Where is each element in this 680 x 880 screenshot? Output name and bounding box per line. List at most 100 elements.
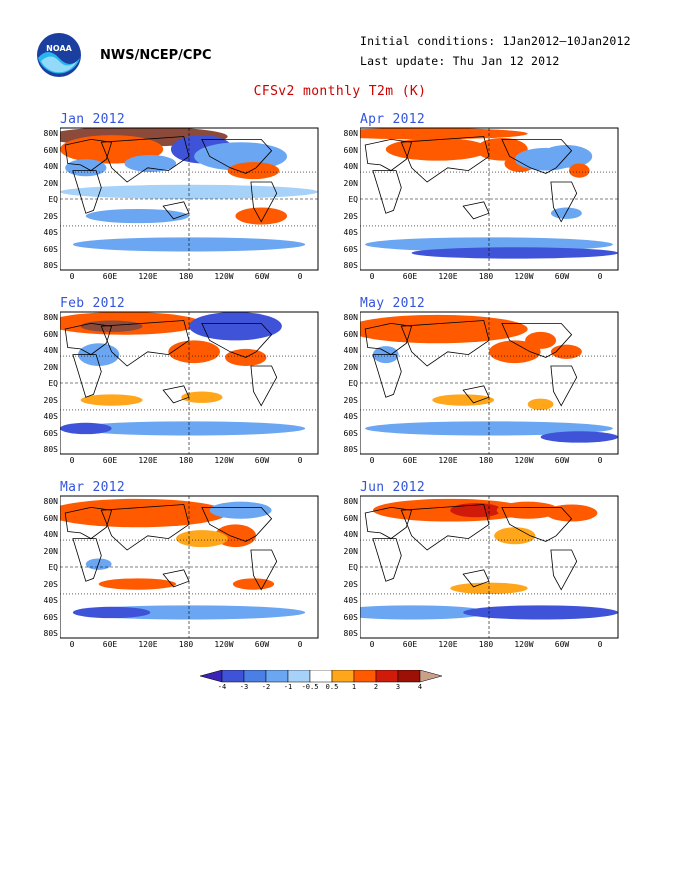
colorbar-label: 4 <box>417 683 423 691</box>
lon-tick-label: 60W <box>554 640 570 649</box>
lat-tick-label: 40S <box>43 412 58 421</box>
lon-tick-label: 60E <box>402 456 418 465</box>
lon-tick-label: 0 <box>369 640 375 649</box>
colorbar-swatch <box>397 670 421 683</box>
coastline <box>201 323 273 358</box>
lat-tick-label: 40N <box>43 162 58 171</box>
last-update: Last update: Thu Jan 12 2012 <box>360 54 560 68</box>
lon-tick-label: 60E <box>102 456 118 465</box>
coastline <box>364 506 413 540</box>
lat-tick-label: 60N <box>343 513 358 523</box>
lon-tick-label: 0 <box>369 272 375 281</box>
lat-tick-label: EQ <box>348 195 358 204</box>
lat-tick-label: 80S <box>343 261 358 270</box>
anomaly-region <box>124 154 177 173</box>
coastline <box>250 365 278 407</box>
anomaly-region <box>60 422 112 435</box>
panel-jun: Jun 2012 80N 60N 40N 20N EQ 20S 40S 60S 80S 0 60E 1… <box>344 480 640 650</box>
colorbar <box>200 670 443 683</box>
coastline <box>501 323 573 358</box>
anomaly-region <box>463 605 618 620</box>
lat-tick-label: 20N <box>343 362 358 372</box>
coastline <box>201 507 273 542</box>
lat-tick-label: EQ <box>48 379 58 388</box>
anomaly-region <box>411 247 618 259</box>
lat-tick-label: EQ <box>48 563 58 572</box>
lon-tick-label: 0 <box>69 456 75 465</box>
anomaly-region <box>235 207 288 225</box>
colorbar-swatch <box>221 670 245 683</box>
lat-tick-label: 60N <box>343 145 358 155</box>
lon-tick-label: 120E <box>138 640 158 649</box>
lon-tick-label: 60W <box>554 456 570 465</box>
anomaly-region <box>385 137 489 161</box>
lat-tick-label: 60S <box>343 612 358 622</box>
lat-tick-label: 80N <box>343 497 358 506</box>
panel-mar: Mar 2012 80N 60N 40N 20N EQ 20S 40S 60S 80S 0 60E 1… <box>44 480 340 650</box>
anomaly-region <box>525 331 557 349</box>
panel-title: May 2012 <box>360 296 426 311</box>
colorbar-label: -0.5 <box>301 683 319 691</box>
anomaly-region <box>360 314 528 344</box>
anomaly-region <box>227 162 280 180</box>
anomaly-region <box>209 501 272 519</box>
coastline <box>550 549 578 591</box>
lat-tick-label: 40N <box>343 346 358 355</box>
lon-tick-label: 60W <box>254 272 270 281</box>
anomaly-region <box>489 340 541 364</box>
lat-tick-label: 80S <box>343 629 358 638</box>
map-plot <box>360 495 619 639</box>
lat-tick-label: 40S <box>43 596 58 605</box>
coastline <box>64 138 113 172</box>
lat-tick-label: 40N <box>343 530 358 539</box>
lat-tick-label: 60N <box>343 329 358 339</box>
colorbar-swatch <box>287 670 311 683</box>
colorbar-swatch <box>375 670 399 683</box>
figure-title: CFSv2 monthly T2m (K) <box>253 84 427 99</box>
coastline <box>364 322 413 356</box>
coastline <box>364 138 413 172</box>
map-plot <box>60 311 319 455</box>
coastline <box>372 538 402 582</box>
lon-tick-label: 120W <box>514 456 534 465</box>
anomaly-region <box>494 527 536 545</box>
lon-tick-label: 0 <box>597 640 603 649</box>
anomaly-region <box>85 208 189 224</box>
panel-title: Mar 2012 <box>60 480 126 495</box>
colorbar-swatch <box>200 670 223 683</box>
colorbar-swatch <box>243 670 267 683</box>
colorbar-label: -2 <box>261 683 271 691</box>
coastline <box>400 320 490 367</box>
panel-may: May 2012 80N 60N 40N 20N EQ 20S 40S 60S 80S 0 60E 1… <box>344 296 640 466</box>
lat-tick-label: 60S <box>343 428 358 438</box>
colorbar-swatch <box>353 670 377 683</box>
lat-tick-label: 40N <box>43 346 58 355</box>
lon-tick-label: 0 <box>597 272 603 281</box>
coastline <box>550 181 578 223</box>
anomaly-region <box>550 207 582 219</box>
map-frame <box>60 311 319 455</box>
lon-tick-label: 180 <box>178 456 194 465</box>
org-name: NWS/NCEP/CPC <box>100 48 212 63</box>
lon-tick-label: 120W <box>514 272 534 281</box>
anomaly-region <box>189 312 282 341</box>
lat-tick-label: 40S <box>43 228 58 237</box>
anomaly-region <box>232 578 275 590</box>
lat-tick-label: 40N <box>343 162 358 171</box>
map-frame <box>360 127 619 271</box>
panel-title: Apr 2012 <box>360 112 426 127</box>
map-plot <box>60 127 319 271</box>
lon-tick-label: 60W <box>554 272 570 281</box>
lat-tick-label: 40S <box>343 228 358 237</box>
lat-tick-label: 80S <box>43 261 58 270</box>
lon-tick-label: 60E <box>402 272 418 281</box>
lon-tick-label: 0 <box>597 456 603 465</box>
coastline <box>72 354 102 398</box>
lat-tick-label: 60N <box>43 513 58 523</box>
anomaly-region <box>527 398 554 410</box>
lon-tick-label: 180 <box>478 456 494 465</box>
colorbar-label: 2 <box>373 683 379 691</box>
coastline <box>372 170 402 214</box>
colorbar-label: -1 <box>283 683 293 691</box>
anomaly-region <box>432 394 495 406</box>
